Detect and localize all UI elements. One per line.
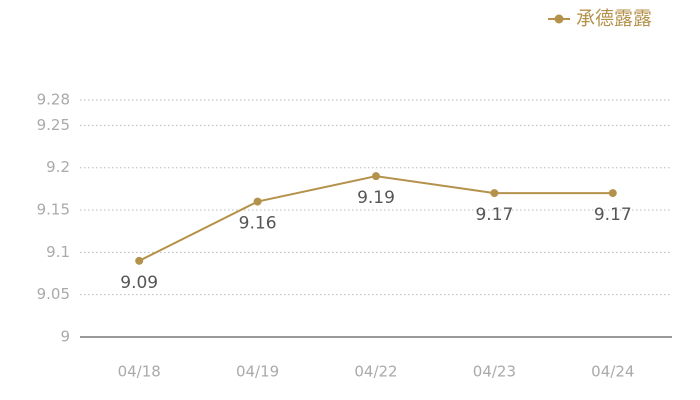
y-tick-label: 9.15 bbox=[37, 201, 70, 219]
data-label: 9.17 bbox=[594, 205, 632, 225]
y-tick-label: 9.1 bbox=[46, 243, 70, 261]
data-label: 9.16 bbox=[239, 214, 277, 234]
y-tick-label: 9.28 bbox=[37, 91, 70, 109]
legend: 承德露露 bbox=[548, 8, 652, 30]
data-label: 9.09 bbox=[120, 273, 158, 293]
y-tick-label: 9.2 bbox=[46, 158, 70, 176]
data-label: 9.19 bbox=[357, 188, 395, 208]
data-point bbox=[372, 172, 380, 181]
x-tick-label: 04/22 bbox=[354, 363, 397, 381]
x-tick-label: 04/19 bbox=[236, 363, 279, 381]
y-tick-label: 9.05 bbox=[37, 285, 70, 303]
x-tick-label: 04/18 bbox=[118, 363, 161, 381]
data-point bbox=[253, 197, 262, 206]
data-point bbox=[608, 189, 617, 198]
data-label: 9.17 bbox=[475, 205, 513, 225]
data-point bbox=[490, 189, 499, 198]
x-tick-label: 04/23 bbox=[473, 363, 516, 381]
legend-swatch-dot bbox=[554, 14, 564, 24]
legend-label: 承德露露 bbox=[576, 8, 652, 30]
y-tick-label: 9.25 bbox=[37, 116, 70, 134]
x-tick-label: 04/24 bbox=[591, 363, 634, 381]
data-point bbox=[135, 256, 144, 265]
y-tick-label: 9 bbox=[60, 328, 70, 346]
